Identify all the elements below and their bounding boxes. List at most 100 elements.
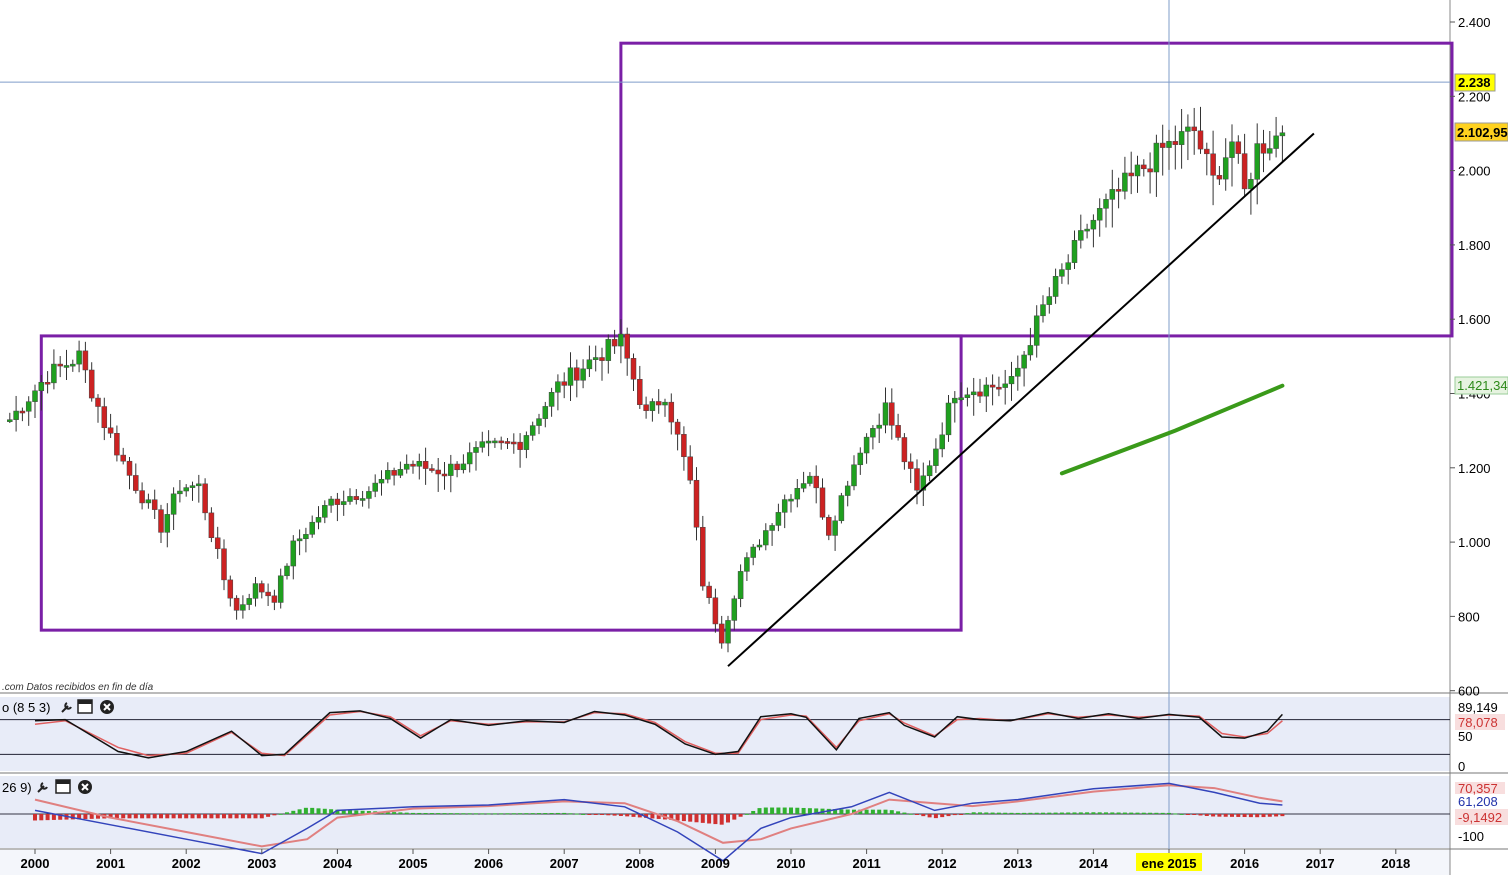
candle-up [1222, 157, 1229, 180]
macd-hist-bar [990, 812, 995, 814]
candle-up [939, 434, 945, 450]
candle-up [1065, 262, 1071, 270]
macd-hist-bar [1217, 814, 1222, 817]
macd-hist-bar [335, 809, 340, 814]
candle-up [284, 565, 290, 577]
macd-hist-bar [581, 813, 586, 815]
candle-down [44, 381, 51, 385]
macd-hist-bar [795, 807, 800, 814]
macd-hist-bar [83, 814, 88, 820]
candle-up [277, 575, 284, 603]
macd-hist-bar [915, 814, 919, 815]
macd-hist-bar [587, 814, 592, 815]
candle-down [208, 512, 215, 538]
macd-hist-bar [411, 812, 415, 814]
candle-down [630, 358, 637, 380]
candle-down [57, 363, 63, 367]
candle-down [19, 410, 26, 414]
candle-up [548, 392, 555, 407]
candle-up [1033, 315, 1040, 346]
macd-hist-bar [940, 814, 945, 818]
candle-up [145, 499, 152, 504]
candle-down [611, 339, 618, 347]
macd-hist-bar [171, 814, 176, 819]
macd-hist-bar [852, 809, 856, 814]
candle-down [107, 427, 114, 434]
candle-down [441, 473, 448, 477]
candle-up [177, 490, 183, 495]
macd-hist-bar [1192, 814, 1197, 815]
candle-up [164, 514, 171, 533]
x-tick-label: 2000 [21, 856, 50, 871]
macd-hist-bar [209, 814, 214, 819]
macd-hist-bar [316, 808, 321, 814]
candle-up [775, 512, 782, 526]
candle-up [1248, 179, 1254, 190]
stoch-settings-icon[interactable] [61, 702, 72, 713]
stoch-maximize-icon[interactable] [77, 699, 93, 714]
time-axis [0, 850, 1450, 875]
candle-up [296, 538, 303, 542]
macd-hist-bar [184, 814, 189, 819]
svg-text:1.421,34: 1.421,34 [1457, 378, 1508, 393]
macd-settings-icon[interactable] [37, 782, 48, 793]
macd-hist-bar [555, 812, 560, 814]
candle-down [334, 498, 341, 505]
candle-down [1235, 141, 1242, 154]
macd-hist-bar [285, 812, 289, 814]
macd-hist-bar [593, 814, 598, 815]
trendline [727, 132, 1315, 667]
macd-maximize-icon[interactable] [55, 779, 71, 794]
macd-hist-bar [1028, 812, 1033, 814]
candle-down [410, 463, 416, 467]
macd-hist-bar [612, 814, 617, 816]
macd-hist-bar [1129, 812, 1134, 814]
candle-up [378, 478, 385, 484]
candle-up [448, 463, 454, 476]
macd-hist-bar [1154, 812, 1159, 814]
candle-down [1172, 141, 1179, 145]
candle-down [202, 483, 208, 514]
candle-up [485, 440, 492, 444]
candle-down [391, 470, 397, 476]
candle-down [712, 597, 719, 625]
candle-down [151, 499, 158, 510]
macd-hist-bar [927, 814, 932, 818]
macd-hist-bar [354, 810, 359, 814]
macd-hist-bar [1085, 812, 1090, 814]
candle-up [567, 367, 574, 386]
candle-up [13, 410, 19, 420]
candle-up [788, 498, 794, 502]
candle-up [76, 350, 82, 365]
stoch-close-icon[interactable] [100, 700, 114, 714]
candle-up [605, 339, 612, 361]
macd-hist-bar [1034, 812, 1039, 814]
macd-header: 26 9) [0, 779, 100, 795]
candle-down [517, 441, 523, 450]
x-tick-label: 2014 [1079, 856, 1109, 871]
candle-up [876, 424, 882, 429]
candle-up [303, 534, 309, 540]
macd-close-icon[interactable] [78, 780, 92, 794]
macd-hist-bar [291, 810, 296, 814]
macd-hist-bar [965, 813, 970, 815]
candle-down [139, 490, 145, 504]
macd-hist-bar [1236, 814, 1241, 817]
x-tick-label: 2006 [474, 856, 503, 871]
candle-down [1115, 189, 1122, 192]
candle-down [819, 487, 826, 518]
macd-hist-bar [159, 814, 163, 819]
candle-up [315, 517, 322, 523]
candle-up [1040, 304, 1046, 317]
candle-down [454, 463, 460, 471]
candle-down [82, 350, 89, 371]
macd-hist-bar [96, 814, 100, 819]
candle-down [265, 591, 271, 597]
macd-hist-bar [272, 814, 277, 816]
candle-up [479, 441, 486, 448]
macd-hist-bar [858, 809, 863, 814]
macd-hist-bar [1116, 812, 1121, 814]
x-tick-label: 2008 [625, 856, 654, 871]
